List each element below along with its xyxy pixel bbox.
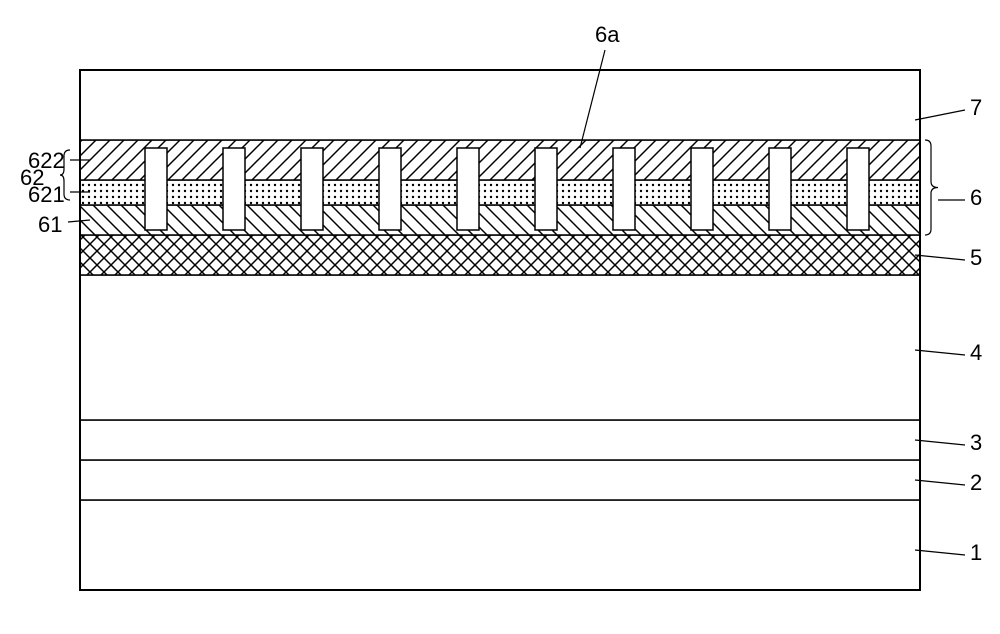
- label-61: 61: [38, 212, 62, 238]
- pillar-6a: [457, 148, 479, 230]
- pillar-6a: [769, 148, 791, 230]
- layer-5: [80, 235, 920, 275]
- pillar-6a: [691, 148, 713, 230]
- layer-4: [80, 275, 920, 420]
- pillar-6a: [301, 148, 323, 230]
- layer-2: [80, 460, 920, 500]
- layer-621: [80, 180, 920, 205]
- leader-right_1: [915, 550, 965, 555]
- leader-right_2: [915, 480, 965, 485]
- layer-61: [80, 205, 920, 235]
- leader-right_4: [915, 350, 965, 355]
- leader-right_5: [915, 255, 965, 260]
- pillar-6a: [379, 148, 401, 230]
- pillar-6a: [613, 148, 635, 230]
- pillar-6a: [847, 148, 869, 230]
- pillar-6a: [535, 148, 557, 230]
- label-5: 5: [970, 245, 982, 271]
- label-6a: 6a: [595, 22, 619, 48]
- leader-right_3: [915, 440, 965, 445]
- leader-right_7: [915, 110, 965, 120]
- bracket: [925, 140, 938, 235]
- diagram-container: 6a 7 6 5 4 3 2 1 622 621 62 61: [20, 20, 1000, 614]
- label-6: 6: [970, 185, 982, 211]
- label-4: 4: [970, 340, 982, 366]
- layer-622: [80, 140, 920, 180]
- layer-diagram: [20, 20, 1000, 614]
- label-2: 2: [970, 470, 982, 496]
- layer-7: [80, 70, 920, 140]
- pillar-6a: [223, 148, 245, 230]
- layer-1: [80, 500, 920, 590]
- label-7: 7: [970, 95, 982, 121]
- pillar-6a: [145, 148, 167, 230]
- label-62: 62: [20, 165, 44, 191]
- layer-3: [80, 420, 920, 460]
- label-1: 1: [970, 540, 982, 566]
- label-3: 3: [970, 430, 982, 456]
